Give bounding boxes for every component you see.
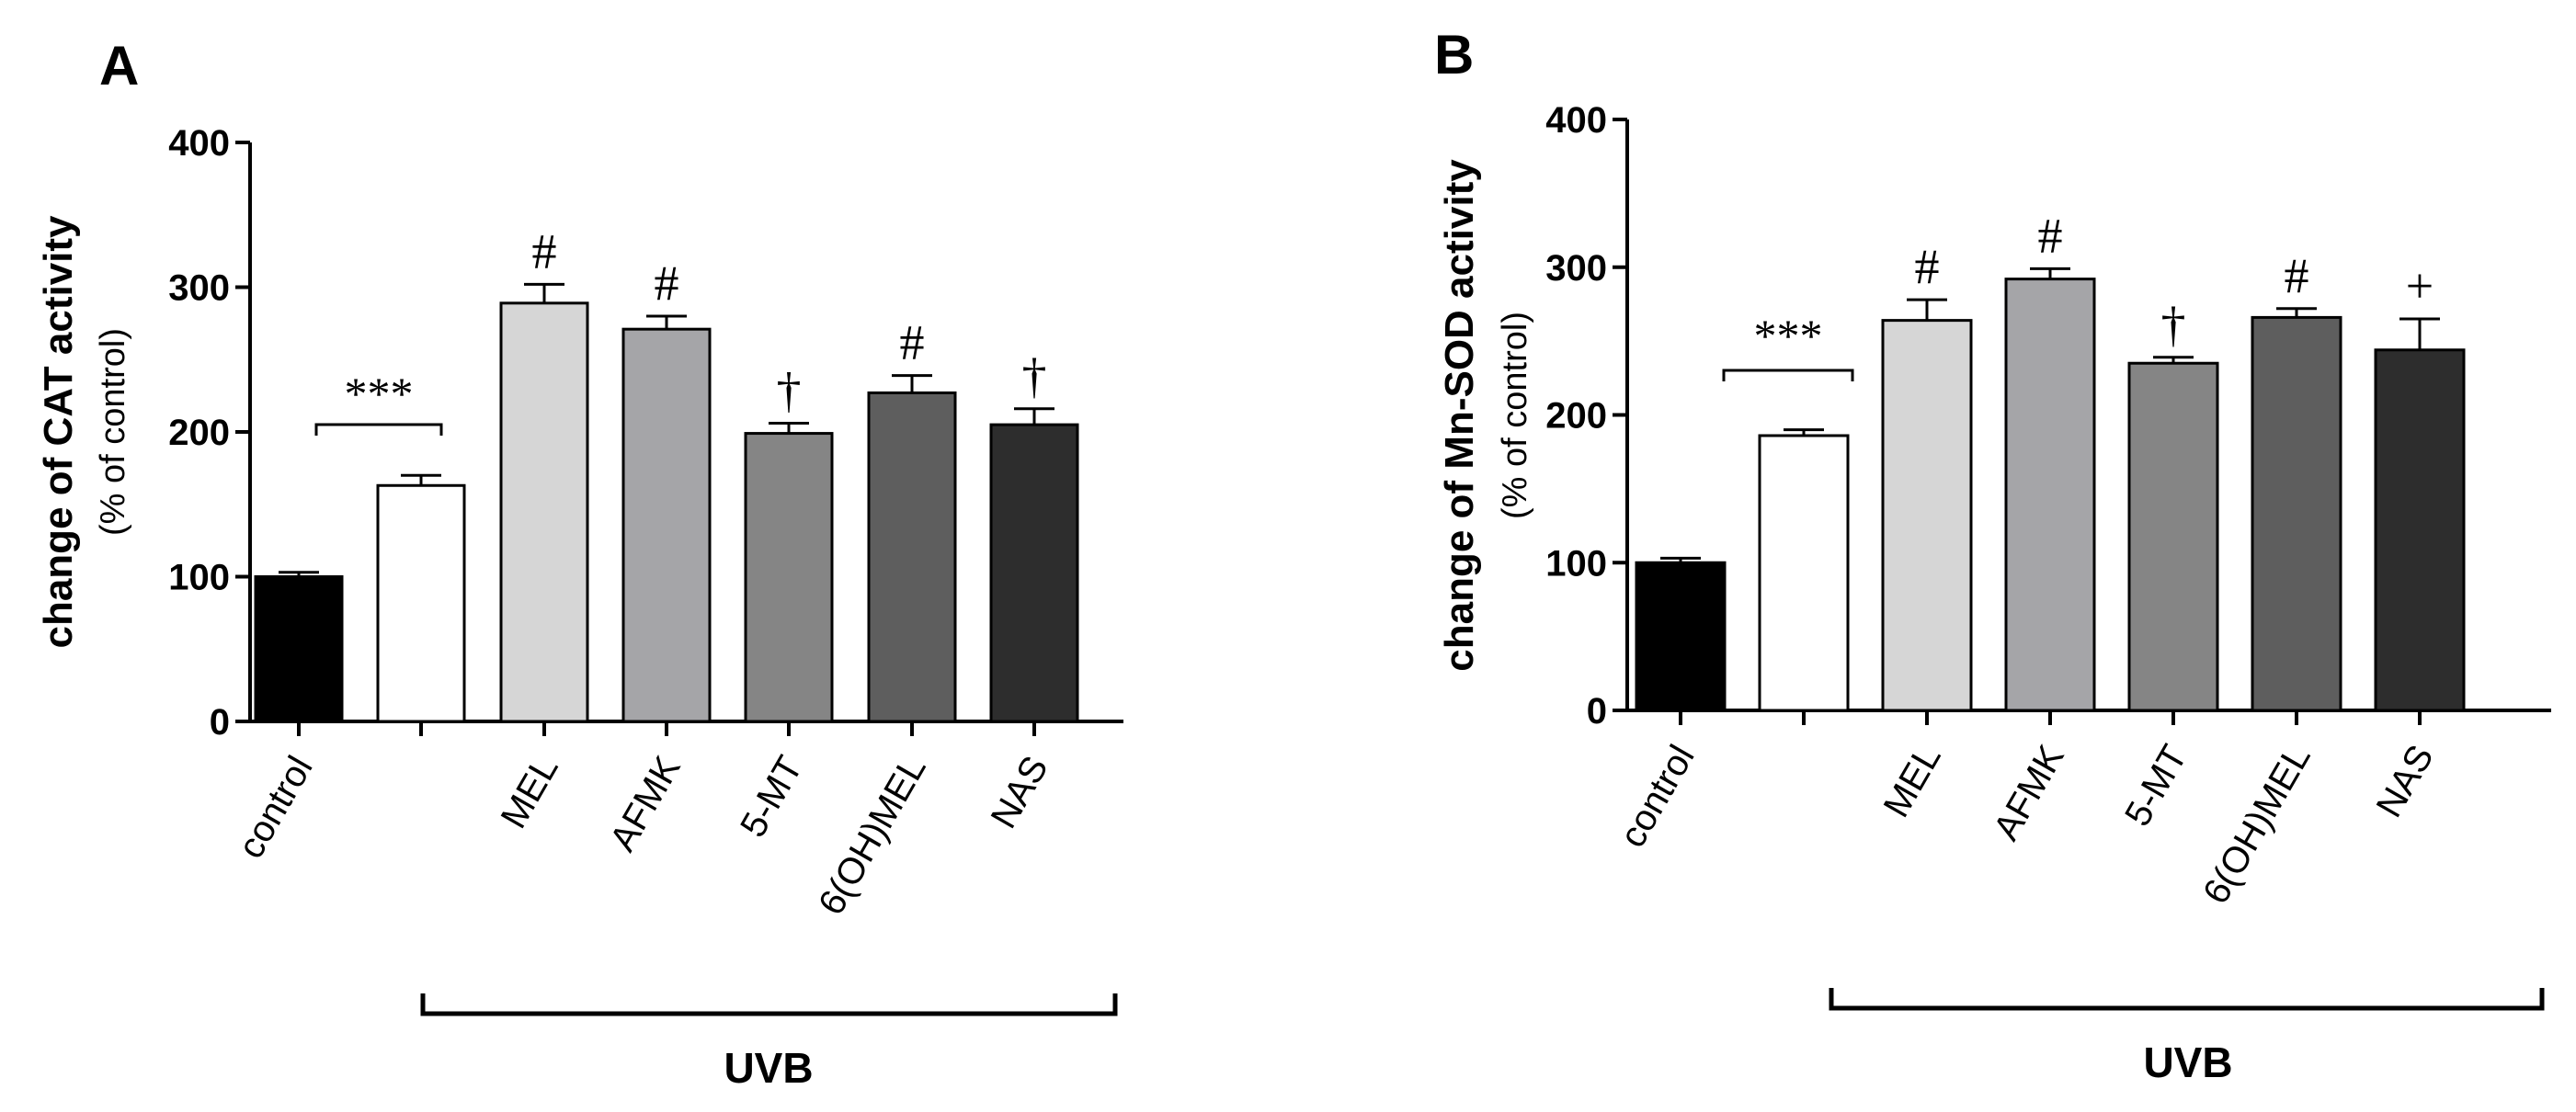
- significance-marker: #: [655, 255, 679, 311]
- bar-mel: [499, 301, 589, 723]
- x-category-label: AFMK: [1986, 738, 2072, 847]
- significance-marker: #: [2038, 208, 2063, 263]
- uvb-group-bracket: [420, 993, 1118, 1016]
- significance-marker: #: [900, 315, 925, 370]
- comparison-bracket: [1722, 369, 1854, 381]
- bar-afmk: [2004, 278, 2096, 712]
- y-axis-label: change of CAT activity: [36, 215, 81, 649]
- y-tick-label: 200: [168, 413, 230, 453]
- uvb-group-label: UVB: [724, 1044, 813, 1092]
- bar-control: [254, 575, 344, 723]
- y-tick-label: 100: [1545, 543, 1607, 584]
- panel-letter: B: [1434, 24, 1474, 85]
- y-tick-label: 300: [168, 268, 230, 309]
- x-category-label: 6(OH)MEL: [2195, 739, 2319, 912]
- y-tick-label: 300: [1545, 248, 1607, 289]
- y-tick-label: 0: [1587, 691, 1607, 732]
- uvb-group-bracket: [1829, 988, 2545, 1011]
- significance-marker: †: [2161, 297, 2186, 352]
- bar-uvb: [1758, 434, 1850, 712]
- significance-marker: #: [1915, 239, 1940, 294]
- x-category-label: control: [231, 750, 321, 866]
- x-category-label: NAS: [2369, 739, 2442, 824]
- x-category-label: 5-MT: [2117, 739, 2195, 834]
- uvb-group-label: UVB: [2143, 1038, 2232, 1086]
- bar-mel: [1881, 319, 1973, 712]
- bar-6-oh-mel: [867, 391, 957, 723]
- x-category-label: MEL: [1876, 739, 1949, 824]
- bar-5-mt: [744, 432, 834, 723]
- bar-6-oh-mel: [2251, 315, 2342, 712]
- x-category-label: NAS: [984, 750, 1056, 835]
- y-tick-label: 400: [1545, 100, 1607, 141]
- x-category-label: MEL: [494, 750, 566, 835]
- y-tick-label: 0: [210, 702, 230, 743]
- y-axis-sublabel: (% of control): [1496, 312, 1534, 519]
- bar-5-mt: [2127, 361, 2219, 712]
- significance-marker: #: [532, 223, 557, 278]
- bar-uvb: [376, 483, 466, 723]
- y-tick-label: 100: [168, 558, 230, 598]
- significance-marker: †: [777, 363, 802, 418]
- y-tick-label: 400: [168, 123, 230, 164]
- x-category-label: AFMK: [602, 749, 689, 858]
- significance-marker: #: [2285, 248, 2309, 303]
- bar-nas: [989, 423, 1079, 723]
- y-axis-sublabel: (% of control): [94, 328, 132, 536]
- y-axis-label: change of Mn-SOD activity: [1437, 159, 1482, 672]
- x-category-label: control: [1613, 739, 1703, 855]
- significance-marker: †: [1022, 348, 1047, 403]
- comparison-bracket: [314, 423, 443, 436]
- y-tick-label: 200: [1545, 396, 1607, 437]
- x-category-label: 5-MT: [733, 750, 811, 845]
- comparison-stars: ***: [1754, 310, 1823, 361]
- bar-afmk: [621, 327, 712, 723]
- panel-letter: A: [99, 35, 139, 96]
- significance-marker: +: [2406, 258, 2434, 313]
- bar-nas: [2374, 348, 2466, 712]
- x-category-label: 6(OH)MEL: [811, 750, 934, 923]
- bar-control: [1635, 561, 1727, 712]
- comparison-stars: ***: [345, 368, 414, 419]
